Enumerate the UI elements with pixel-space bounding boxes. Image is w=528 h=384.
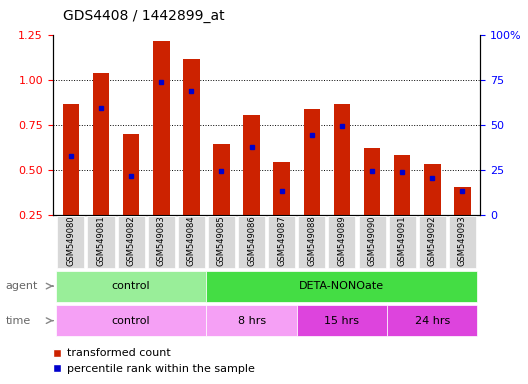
Text: GSM549083: GSM549083 xyxy=(157,215,166,266)
Text: GSM549080: GSM549080 xyxy=(67,215,76,266)
Text: GSM549089: GSM549089 xyxy=(337,215,346,266)
Bar xyxy=(243,115,260,215)
Bar xyxy=(274,162,290,215)
Text: GSM549093: GSM549093 xyxy=(458,215,467,266)
Bar xyxy=(334,104,350,215)
Bar xyxy=(454,187,470,215)
Text: 24 hrs: 24 hrs xyxy=(414,316,450,326)
Text: DETA-NONOate: DETA-NONOate xyxy=(299,281,384,291)
Bar xyxy=(153,41,169,215)
FancyBboxPatch shape xyxy=(56,270,206,302)
FancyBboxPatch shape xyxy=(387,305,477,336)
Text: 15 hrs: 15 hrs xyxy=(324,316,360,326)
Legend: transformed count, percentile rank within the sample: transformed count, percentile rank withi… xyxy=(48,344,259,379)
FancyBboxPatch shape xyxy=(238,216,265,268)
FancyBboxPatch shape xyxy=(178,216,205,268)
Bar xyxy=(304,109,320,215)
Text: 8 hrs: 8 hrs xyxy=(238,316,266,326)
FancyBboxPatch shape xyxy=(206,305,297,336)
FancyBboxPatch shape xyxy=(56,305,206,336)
Text: GSM549087: GSM549087 xyxy=(277,215,286,266)
FancyBboxPatch shape xyxy=(208,216,235,268)
FancyBboxPatch shape xyxy=(328,216,355,268)
FancyBboxPatch shape xyxy=(298,216,325,268)
Bar xyxy=(424,164,440,215)
Bar xyxy=(364,148,380,215)
Bar xyxy=(93,73,109,215)
Text: GSM549084: GSM549084 xyxy=(187,215,196,266)
FancyBboxPatch shape xyxy=(58,216,84,268)
Bar xyxy=(394,155,410,215)
Bar xyxy=(63,104,79,215)
Bar xyxy=(213,144,230,215)
FancyBboxPatch shape xyxy=(268,216,295,268)
FancyBboxPatch shape xyxy=(449,216,476,268)
FancyBboxPatch shape xyxy=(206,270,477,302)
FancyBboxPatch shape xyxy=(118,216,145,268)
Text: GSM549090: GSM549090 xyxy=(367,215,376,266)
FancyBboxPatch shape xyxy=(389,216,416,268)
FancyBboxPatch shape xyxy=(297,305,387,336)
FancyBboxPatch shape xyxy=(148,216,175,268)
Bar xyxy=(123,134,139,215)
Text: GSM549092: GSM549092 xyxy=(428,215,437,266)
Text: GDS4408 / 1442899_at: GDS4408 / 1442899_at xyxy=(63,9,225,23)
Text: GSM549086: GSM549086 xyxy=(247,215,256,266)
Text: time: time xyxy=(5,316,31,326)
FancyBboxPatch shape xyxy=(88,216,115,268)
FancyBboxPatch shape xyxy=(419,216,446,268)
Text: GSM549082: GSM549082 xyxy=(127,215,136,266)
Text: agent: agent xyxy=(5,281,37,291)
Text: GSM549081: GSM549081 xyxy=(97,215,106,266)
Text: GSM549088: GSM549088 xyxy=(307,215,316,266)
Text: control: control xyxy=(112,316,150,326)
Text: GSM549091: GSM549091 xyxy=(398,215,407,266)
Text: GSM549085: GSM549085 xyxy=(217,215,226,266)
Bar xyxy=(183,59,200,215)
Text: control: control xyxy=(112,281,150,291)
FancyBboxPatch shape xyxy=(359,216,385,268)
